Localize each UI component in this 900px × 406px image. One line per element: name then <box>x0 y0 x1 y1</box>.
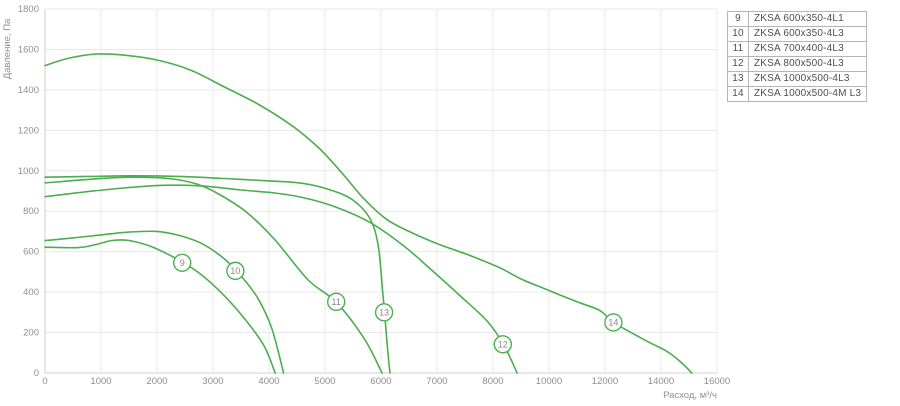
curve-marker-circle-9 <box>172 253 192 272</box>
curve-marker-label-12: 12 <box>498 339 508 349</box>
curve-10 <box>44 230 285 374</box>
legend-num: 9 <box>727 11 749 27</box>
curve-9 <box>44 239 276 374</box>
legend-label: ZKSA 600x350-4L3 <box>747 26 868 42</box>
x-tick-label: 1000 <box>90 376 111 387</box>
legend-label: ZKSA 800x500-4L3 <box>747 56 868 72</box>
curve-marker-circle-11 <box>327 292 346 312</box>
legend-num: 13 <box>727 71 749 87</box>
x-axis-title: Расход, м³/ч <box>663 390 717 401</box>
legend-table: 9 ZKSA 600x350-4L1 10 ZKSA 600x350-4L3 11 ZKS… <box>727 11 868 102</box>
curve-marker-circle-13 <box>374 303 394 322</box>
legend-label: ZKSA 700x400-4L3 <box>747 41 868 57</box>
x-tick-label: 0 <box>42 376 47 387</box>
y-tick-label: 200 <box>23 328 39 339</box>
curve-marker-label-9: 9 <box>180 258 185 268</box>
legend-label: ZKSA 1000x500-4L3 <box>747 71 868 87</box>
legend-row: 11 ZKSA 700x400-4L3 <box>727 41 868 57</box>
y-tick-label: 1000 <box>18 166 39 177</box>
curve-13 <box>44 174 391 374</box>
legend-row: 14 ZKSA 1000x500-4M L3 <box>727 86 868 102</box>
y-tick-label: 1400 <box>18 85 39 96</box>
curve-14 <box>44 53 693 374</box>
legend-row: 12 ZKSA 800x500-4L3 <box>727 56 868 72</box>
x-tick-label: 5000 <box>314 376 335 387</box>
curve-marker-label-11: 11 <box>332 297 341 307</box>
x-tick-label: 4000 <box>258 376 279 387</box>
y-tick-label: 600 <box>23 247 39 258</box>
x-tick-label: 8000 <box>482 376 503 387</box>
curve-marker-label-14: 14 <box>608 318 618 328</box>
y-tick-label: 1200 <box>18 125 39 136</box>
x-tick-label: 7000 <box>426 376 447 387</box>
legend-num: 12 <box>727 56 749 72</box>
x-tick-label: 3000 <box>202 376 223 387</box>
legend-num: 11 <box>727 41 749 57</box>
x-tick-label: 14000 <box>648 376 674 387</box>
y-tick-label: 0 <box>34 368 39 379</box>
y-tick-label: 400 <box>23 287 39 298</box>
y-tick-label: 1600 <box>18 44 39 55</box>
legend-num: 14 <box>727 86 749 102</box>
y-tick-label: 800 <box>23 206 39 217</box>
x-tick-label: 12000 <box>592 376 618 387</box>
legend-label: ZKSA 1000x500-4M L3 <box>747 86 868 102</box>
legend-row: 13 ZKSA 1000x500-4L3 <box>727 71 868 87</box>
legend-num: 10 <box>727 26 749 42</box>
legend-label: ZKSA 600x350-4L1 <box>747 11 868 27</box>
legend-body: 9 ZKSA 600x350-4L1 10 ZKSA 600x350-4L3 11 ZKS… <box>727 11 868 102</box>
y-tick-label: 1800 <box>18 4 39 15</box>
curve-marker-label-10: 10 <box>230 266 240 276</box>
x-tick-label: 16000 <box>704 376 730 387</box>
y-axis-title: Давление, Па <box>2 18 13 79</box>
x-tick-label: 6000 <box>370 376 391 387</box>
curve-12 <box>44 184 518 374</box>
x-tick-label: 2000 <box>146 376 167 387</box>
curve-marker-circle-14 <box>604 313 623 332</box>
curve-marker-label-13: 13 <box>379 308 389 318</box>
curve-11 <box>44 176 383 374</box>
legend-row: 10 ZKSA 600x350-4L3 <box>727 26 868 42</box>
curve-marker-circle-10 <box>226 261 245 281</box>
legend-row: 9 ZKSA 600x350-4L1 <box>727 11 868 27</box>
curve-marker-circle-12 <box>493 335 512 354</box>
x-tick-label: 10000 <box>536 376 562 387</box>
